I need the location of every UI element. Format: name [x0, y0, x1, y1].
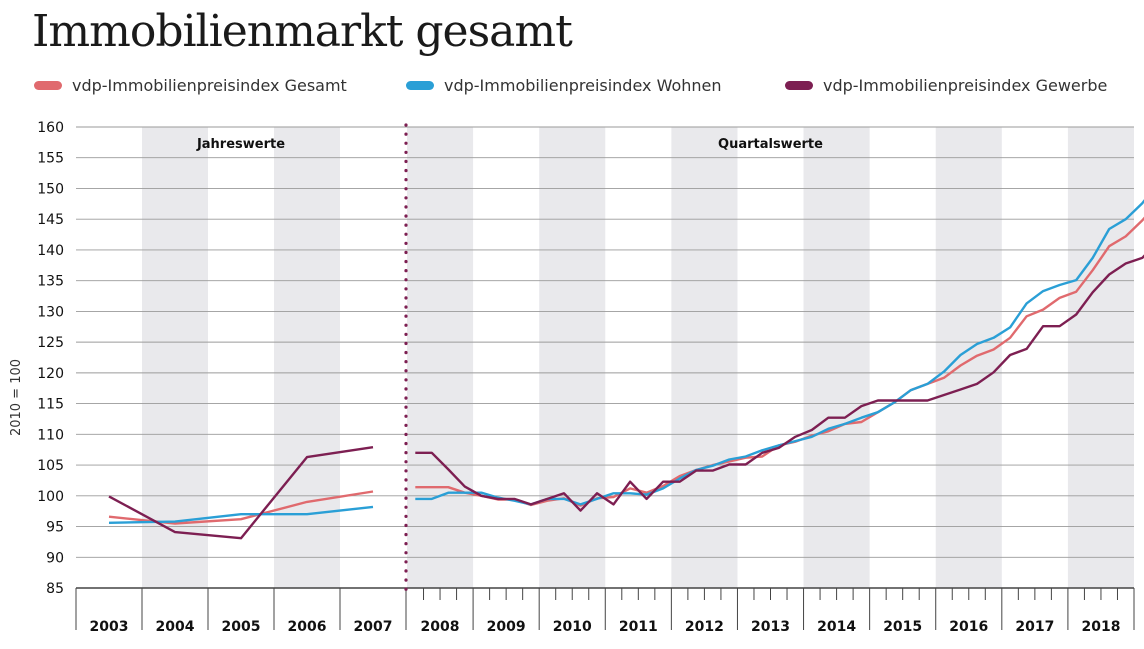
x-tick-label: 2006: [288, 619, 327, 635]
x-tick-label: 2005: [222, 619, 261, 635]
y-tick-label: 95: [46, 520, 64, 536]
series-line-quarterly-2: [415, 254, 1144, 512]
y-tick-label: 120: [37, 366, 64, 382]
x-tick-label: 2008: [421, 619, 460, 635]
y-tick-label: 125: [37, 335, 64, 351]
y-tick-label: 110: [37, 427, 64, 443]
year-band-2010: [539, 127, 606, 588]
legend-label-gesamt: vdp-Immobilienpreisindex Gesamt: [72, 76, 347, 95]
y-axis-label: 2010 = 100: [9, 359, 24, 436]
x-tick-label: 2014: [817, 619, 856, 635]
legend-label-wohnen: vdp-Immobilienpreisindex Wohnen: [444, 76, 722, 95]
x-tick-label: 2016: [949, 619, 988, 635]
series-line-quarterly-0: [415, 216, 1144, 507]
year-band-2004: [142, 127, 208, 588]
y-tick-label: 155: [37, 151, 64, 167]
x-tick-label: 2018: [1081, 619, 1120, 635]
year-band-2018: [1067, 127, 1134, 588]
legend-item-gewerbe: vdp-Immobilienpreisindex Gewerbe: [785, 76, 1107, 95]
y-tick-label: 130: [37, 304, 64, 320]
legend-label-gewerbe: vdp-Immobilienpreisindex Gewerbe: [823, 76, 1108, 95]
series-line-annual-1: [108, 505, 374, 524]
legend-swatch-gesamt: [34, 81, 62, 90]
y-tick-label: 150: [37, 181, 64, 197]
x-tick-label: 2017: [1015, 619, 1054, 635]
section-label-quarterly: Quartalswerte: [718, 137, 823, 152]
y-tick-label: 85: [46, 581, 64, 597]
x-tick-label: 2012: [685, 619, 724, 635]
x-tick-label: 2010: [553, 619, 592, 635]
legend-item-wohnen: vdp-Immobilienpreisindex Wohnen: [406, 76, 722, 95]
year-band-2006: [274, 127, 340, 588]
series-lines: [108, 199, 1144, 540]
section-label-annual: Jahreswerte: [196, 137, 285, 152]
y-tick-label: 105: [37, 458, 64, 474]
chart-title: Immobilienmarkt gesamt: [32, 6, 573, 57]
y-tick-label: 160: [37, 120, 64, 136]
x-axis: 2003 2004 2005 2006 2007 2008 2009 2010 2011 2012…: [75, 588, 1135, 635]
y-tick-label: 135: [37, 274, 64, 290]
x-tick-label: 2009: [487, 619, 526, 635]
legend-swatch-gewerbe: [785, 81, 813, 90]
year-band-2016: [935, 127, 1002, 588]
legend-item-gesamt: vdp-Immobilienpreisindex Gesamt: [34, 76, 347, 95]
chart-labels: 2010 = 100 Jahreswerte Quartalswerte: [9, 137, 823, 436]
x-tick-label: 2004: [156, 619, 195, 635]
y-tick-label: 145: [37, 212, 64, 228]
year-bands: [142, 127, 1134, 588]
x-tick-label: 2011: [619, 619, 658, 635]
series-line-quarterly-1: [415, 199, 1144, 506]
year-band-2014: [803, 127, 870, 588]
x-tick-label: 2013: [751, 619, 790, 635]
chart-legend: vdp-Immobilienpreisindex Gesamt vdp-Immo…: [34, 76, 1134, 100]
series-line-annual-2: [108, 446, 374, 540]
year-band-2012: [671, 127, 738, 588]
year-band-2008: [407, 127, 474, 588]
y-axis-ticks: 85 90 95 100 105 110 115 120 125 130 135 140 145 150 1…: [37, 120, 64, 597]
x-tick-label: 2015: [883, 619, 922, 635]
y-tick-label: 140: [37, 243, 64, 259]
x-tick-label: 2007: [354, 619, 393, 635]
legend-swatch-wohnen: [406, 81, 434, 90]
x-tick-label: 2003: [90, 619, 129, 635]
y-tick-label: 90: [46, 550, 64, 566]
y-tick-label: 115: [37, 397, 64, 413]
y-tick-label: 100: [37, 489, 64, 505]
